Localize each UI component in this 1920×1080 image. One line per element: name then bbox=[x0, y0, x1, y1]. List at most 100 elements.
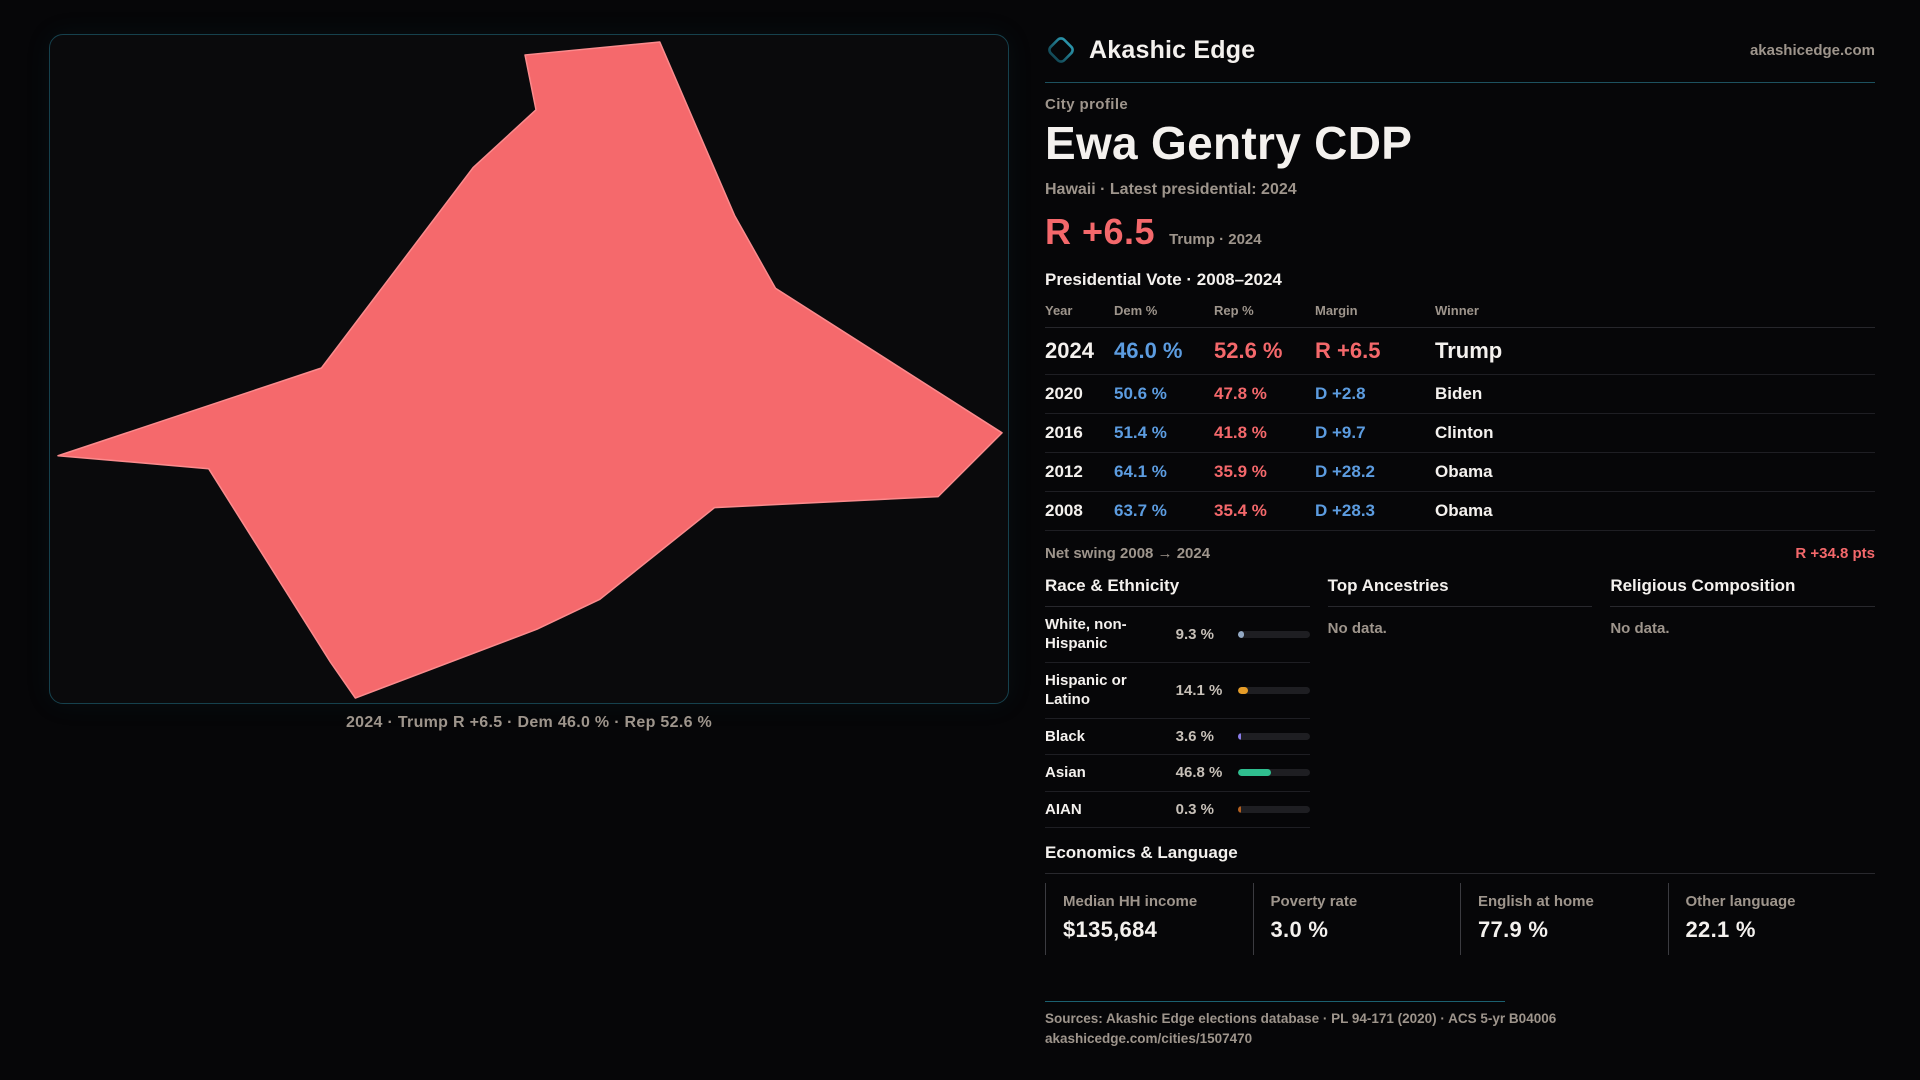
list-item: Hispanic or Latino 14.1 % bbox=[1045, 663, 1310, 719]
cell-year: 2024 bbox=[1045, 337, 1094, 363]
city-meta: Hawaii · Latest presidential: 2024 bbox=[1045, 180, 1297, 198]
permalink[interactable]: akashicedge.com/cities/1507470 bbox=[1045, 1031, 1253, 1047]
cell-winner: Obama bbox=[1435, 500, 1493, 520]
headline-margin: R +6.5 bbox=[1045, 210, 1156, 252]
stat-value: $135,684 bbox=[1063, 917, 1158, 943]
race-value: 46.8 % bbox=[1175, 764, 1223, 782]
profile-panel: Akashic Edge akashicedge.com City profil… bbox=[1045, 30, 1875, 1048]
stat-card: English at home 77.9 % bbox=[1460, 883, 1668, 956]
race-bar-fill bbox=[1237, 769, 1272, 777]
stat-label: Poverty rate bbox=[1270, 893, 1358, 911]
table-row: 2020 50.6 % 47.8 % D +2.8 Biden bbox=[1045, 375, 1875, 414]
race-label: White, non-Hispanic bbox=[1045, 615, 1127, 653]
table-row: 2012 64.1 % 35.9 % D +28.2 Obama bbox=[1045, 453, 1875, 492]
stat-card: Other language 22.1 % bbox=[1667, 883, 1876, 956]
race-value: 3.6 % bbox=[1175, 727, 1215, 745]
cell-winner: Obama bbox=[1435, 461, 1493, 481]
race-label: Asian bbox=[1045, 764, 1086, 782]
cell-winner: Clinton bbox=[1435, 422, 1494, 442]
stat-value: 22.1 % bbox=[1685, 917, 1756, 943]
cell-dem: 50.6 % bbox=[1114, 383, 1167, 403]
cell-margin: D +9.7 bbox=[1315, 422, 1366, 442]
race-value: 14.1 % bbox=[1175, 681, 1223, 699]
col-header-winner: Winner bbox=[1435, 302, 1479, 318]
table-row: 2016 51.4 % 41.8 % D +9.7 Clinton bbox=[1045, 414, 1875, 453]
cell-dem: 63.7 % bbox=[1114, 500, 1167, 520]
cell-dem: 64.1 % bbox=[1114, 461, 1167, 481]
race-label: Black bbox=[1045, 727, 1086, 745]
race-bar bbox=[1237, 769, 1310, 777]
net-swing-row: Net swing 2008 → 2024 R +34.8 pts bbox=[1045, 531, 1875, 568]
cell-margin: D +28.3 bbox=[1315, 500, 1376, 520]
cell-rep: 41.8 % bbox=[1214, 422, 1267, 442]
diamond-icon bbox=[1048, 37, 1074, 63]
no-data-text: No data. bbox=[1610, 619, 1670, 637]
stat-value: 77.9 % bbox=[1478, 917, 1549, 943]
race-ethnicity-section: Race & Ethnicity White, non-Hispanic 9.3… bbox=[1045, 576, 1310, 829]
race-bar-fill bbox=[1237, 805, 1241, 813]
cell-winner: Trump bbox=[1435, 337, 1503, 363]
demographics-columns: Race & Ethnicity White, non-Hispanic 9.3… bbox=[1045, 576, 1875, 829]
city-boundary-shape bbox=[57, 41, 1003, 699]
map-card bbox=[49, 34, 1009, 704]
economics-section-title: Economics & Language bbox=[1045, 843, 1238, 863]
cell-rep: 35.9 % bbox=[1214, 461, 1267, 481]
cell-dem: 46.0 % bbox=[1114, 337, 1183, 363]
list-item: Black 3.6 % bbox=[1045, 719, 1310, 756]
net-swing-value: R +34.8 pts bbox=[1795, 544, 1875, 562]
cell-year: 2020 bbox=[1045, 383, 1083, 403]
cell-dem: 51.4 % bbox=[1114, 422, 1167, 442]
cell-margin: R +6.5 bbox=[1315, 337, 1381, 363]
race-bar-fill bbox=[1237, 686, 1248, 694]
vote-table-header: Year Dem % Rep % Margin Winner bbox=[1045, 297, 1875, 328]
sources-text: Sources: Akashic Edge elections database… bbox=[1045, 1011, 1557, 1027]
table-row: 2024 46.0 % 52.6 % R +6.5 Trump bbox=[1045, 328, 1875, 375]
cell-year: 2008 bbox=[1045, 500, 1083, 520]
stat-label: Median HH income bbox=[1063, 893, 1198, 911]
stat-card: Poverty rate 3.0 % bbox=[1252, 883, 1461, 956]
cell-year: 2016 bbox=[1045, 422, 1083, 442]
vote-table-title: Presidential Vote · 2008–2024 bbox=[1045, 269, 1282, 289]
stat-value: 3.0 % bbox=[1270, 917, 1329, 943]
religious-composition-section: Religious Composition No data. bbox=[1610, 576, 1875, 637]
footer-divider bbox=[1045, 1001, 1505, 1003]
cell-winner: Biden bbox=[1435, 383, 1483, 403]
cell-margin: D +2.8 bbox=[1315, 383, 1366, 403]
cell-margin: D +28.2 bbox=[1315, 461, 1376, 481]
col-header-rep: Rep % bbox=[1214, 302, 1254, 318]
economics-stats: Median HH income $135,684 Poverty rate 3… bbox=[1045, 883, 1876, 956]
ancestries-section-title: Top Ancestries bbox=[1327, 576, 1593, 607]
brand-wordmark[interactable]: Akashic Edge bbox=[1089, 35, 1256, 64]
col-header-margin: Margin bbox=[1315, 302, 1358, 318]
race-bar bbox=[1237, 630, 1310, 638]
site-domain-link[interactable]: akashicedge.com bbox=[1749, 41, 1875, 59]
economics-divider bbox=[1045, 873, 1875, 875]
race-bar bbox=[1237, 686, 1310, 694]
net-swing-label: Net swing 2008 → 2024 bbox=[1045, 544, 1211, 562]
list-item: White, non-Hispanic 9.3 % bbox=[1045, 607, 1310, 663]
headline-margin-row: R +6.5 Trump · 2024 bbox=[1045, 211, 1875, 253]
race-value: 0.3 % bbox=[1175, 800, 1215, 818]
stat-label: Other language bbox=[1685, 893, 1796, 911]
cell-rep: 35.4 % bbox=[1214, 500, 1267, 520]
no-data-text: No data. bbox=[1327, 619, 1387, 637]
header: Akashic Edge akashicedge.com bbox=[1045, 30, 1875, 70]
race-label: Hispanic or Latino bbox=[1045, 671, 1127, 709]
city-boundary-map bbox=[57, 41, 1003, 699]
race-bar-fill bbox=[1237, 732, 1241, 740]
cell-rep: 52.6 % bbox=[1214, 337, 1283, 363]
race-label: AIAN bbox=[1045, 800, 1082, 818]
col-header-dem: Dem % bbox=[1114, 302, 1158, 318]
page-type-label: City profile bbox=[1045, 96, 1129, 113]
race-section-title: Race & Ethnicity bbox=[1045, 576, 1310, 607]
cell-year: 2012 bbox=[1045, 461, 1083, 481]
top-ancestries-section: Top Ancestries No data. bbox=[1327, 576, 1593, 637]
city-title: Ewa Gentry CDP bbox=[1045, 117, 1413, 169]
headline-detail: Trump · 2024 bbox=[1169, 230, 1262, 248]
map-caption: 2024 · Trump R +6.5 · Dem 46.0 % · Rep 5… bbox=[345, 714, 713, 731]
race-bar bbox=[1237, 732, 1310, 740]
stat-label: English at home bbox=[1478, 893, 1594, 911]
table-row: 2008 63.7 % 35.4 % D +28.3 Obama bbox=[1045, 492, 1875, 531]
list-item: Asian 46.8 % bbox=[1045, 755, 1310, 792]
